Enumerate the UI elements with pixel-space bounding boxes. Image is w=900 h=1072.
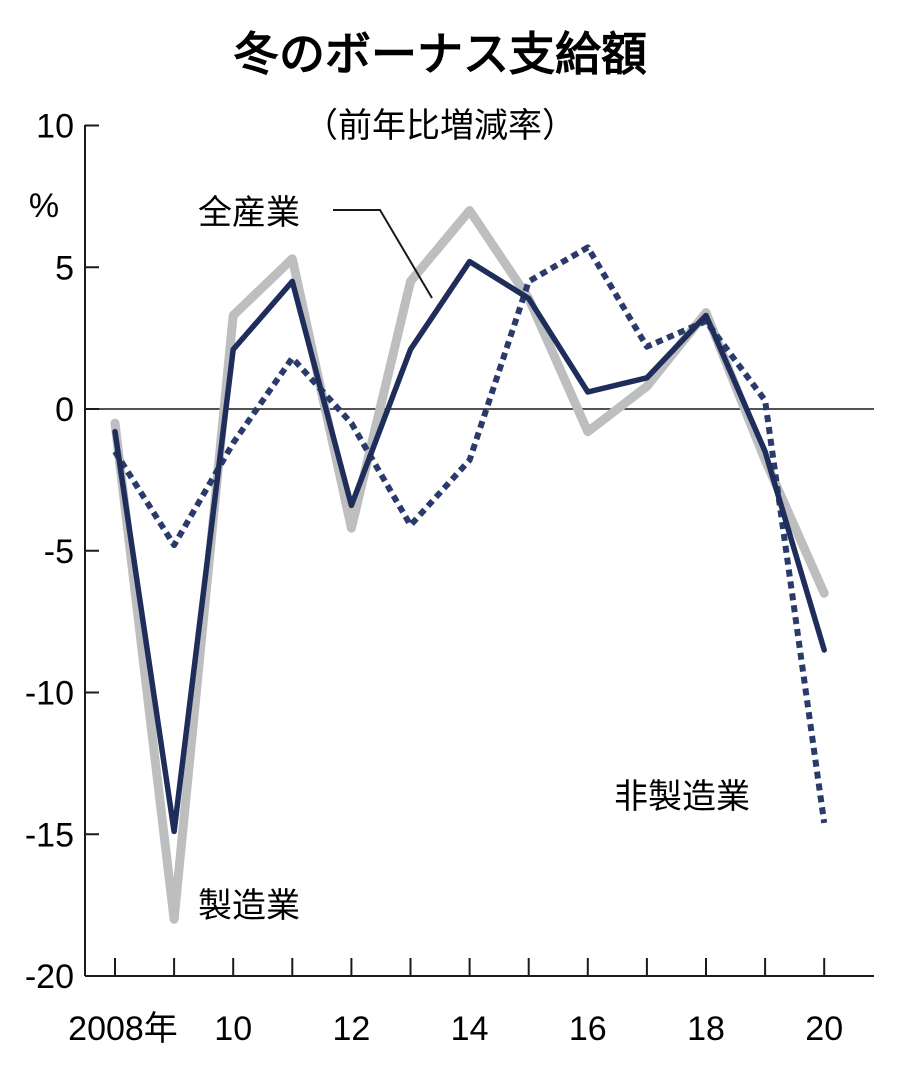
x-tick-label: 16 bbox=[569, 1010, 607, 1048]
chart-subtitle: （前年比増減率） bbox=[304, 106, 576, 146]
y-tick-label: 10 bbox=[36, 108, 74, 146]
x-tick-label: 18 bbox=[687, 1010, 725, 1048]
label-non-manufacturing: 非製造業 bbox=[614, 777, 750, 817]
x-axis: 2008年 10 12 14 16 18 20 bbox=[68, 958, 843, 1048]
y-axis-unit: % bbox=[29, 187, 59, 225]
x-tick-label: 10 bbox=[214, 1010, 252, 1048]
label-all-industries: 全産業 bbox=[198, 193, 300, 233]
y-tick-label: 5 bbox=[55, 249, 74, 287]
leader-all-industries bbox=[333, 209, 433, 299]
y-tick-label: -10 bbox=[25, 675, 74, 713]
y-tick-label: -5 bbox=[44, 533, 74, 571]
series-layer bbox=[110, 206, 829, 924]
x-tick-label: 2008年 bbox=[68, 1010, 178, 1048]
y-tick-label: -20 bbox=[25, 958, 74, 996]
y-tick-label: 0 bbox=[55, 391, 74, 429]
y-tick-label: -15 bbox=[25, 816, 74, 854]
x-tick-label: 20 bbox=[805, 1010, 843, 1048]
x-tick-label: 12 bbox=[332, 1010, 370, 1048]
series-all-industries-line bbox=[112, 258, 827, 835]
label-manufacturing: 製造業 bbox=[198, 886, 300, 926]
y-axis: 10 5 0 -5 -10 -15 -20 bbox=[25, 108, 99, 996]
x-tick-label: 14 bbox=[451, 1010, 489, 1048]
chart-title: 冬のボーナス支給額 bbox=[233, 27, 647, 81]
